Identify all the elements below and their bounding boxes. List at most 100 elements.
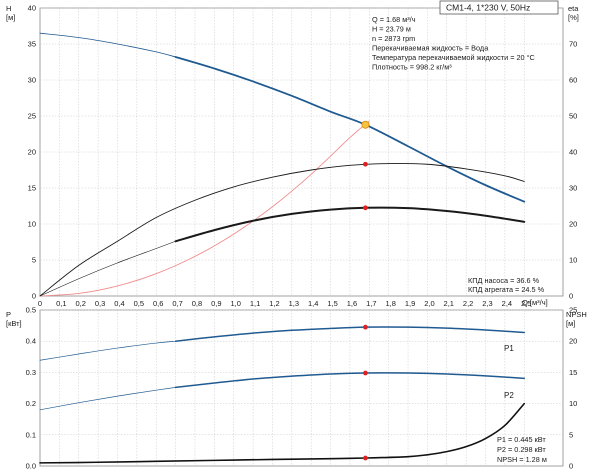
flow-tick-label: 2,1 (444, 299, 454, 308)
flow-tick-label: 1,0 (230, 299, 240, 308)
eta-axis-ticks: 0 10 20 30 40 50 60 70 (569, 40, 577, 301)
duty-point-dot (363, 370, 368, 376)
flow-tick-label: 0,9 (211, 299, 221, 308)
curve-p2-extended (39, 387, 176, 411)
left-tick-label: 0 (32, 292, 36, 301)
left-tick-label: 0.1 (26, 430, 36, 439)
left-tick-label: 25 (28, 112, 36, 121)
flow-tick-label: 2,0 (424, 299, 434, 308)
right-tick-label: 0 (569, 462, 573, 471)
left-tick-label: 30 (28, 76, 36, 85)
info-temperature: Температура перекачиваемой жидкости = 20… (372, 53, 535, 62)
left-tick-label: 0.3 (26, 368, 36, 377)
power-npsh-series (39, 326, 526, 464)
flow-tick-label: 0,2 (76, 299, 86, 308)
power-npsh-panel: 0.0 0.1 0.2 0.3 0.4 0.5 0 5 10 15 20 25 (26, 306, 578, 471)
right-tick-label: 10 (569, 399, 577, 408)
info-speed: n = 2873 rpm (372, 34, 415, 43)
curve-eta-unit (174, 206, 526, 243)
flow-tick-label: 2,4 (502, 299, 512, 308)
left-tick-label: 0.5 (26, 306, 36, 315)
left-tick-label: 40 (28, 4, 36, 13)
info-npsh: NPSH = 1.28 м (497, 455, 547, 464)
npsh-axis-ticks: 0 5 10 15 20 25 (569, 306, 577, 471)
info-pump-efficiency: КПД насоса = 36.6 % (468, 276, 540, 285)
duty-points-top (361, 120, 370, 211)
curve-head-extended (39, 32, 176, 58)
flow-tick-label: 0,8 (192, 299, 202, 308)
right-tick-label: 70 (569, 40, 577, 49)
left-tick-label: 10 (28, 220, 36, 229)
right-tick-label: 30 (569, 184, 577, 193)
head-efficiency-series (39, 32, 526, 297)
power-plot-frame (39, 309, 564, 467)
flow-tick-label: 1,7 (366, 299, 376, 308)
left-tick-label: 5 (32, 256, 36, 265)
right-tick-label: 40 (569, 148, 577, 157)
head-axis-ticks: 0 5 10 15 20 25 30 35 40 (28, 4, 36, 301)
right-tick-label: 10 (569, 256, 577, 265)
left-tick-label: 20 (28, 148, 36, 157)
left-tick-label: 35 (28, 40, 36, 49)
curve-eta-unit-extended (39, 240, 176, 297)
duty-point-marker (361, 120, 370, 129)
power-info: P1 = 0.445 кВт P2 = 0.298 кВт NPSH = 1.2… (497, 435, 547, 464)
flow-tick-label: 1,1 (250, 299, 260, 308)
right-tick-label: 60 (569, 76, 577, 85)
flow-tick-label: 2,2 (463, 299, 473, 308)
chart-title: CM1-4, 1*230 V, 50Hz (446, 3, 530, 13)
duty-point-dot (363, 455, 368, 461)
flow-tick-label: 0,3 (95, 299, 105, 308)
curve-head (174, 56, 526, 203)
eta-axis-letter: eta (568, 4, 579, 13)
info-p1: P1 = 0.445 кВт (497, 435, 546, 444)
left-tick-label: 15 (28, 184, 36, 193)
flow-tick-label: 1,5 (327, 299, 337, 308)
curve-npsh (39, 402, 526, 464)
right-tick-label: 50 (569, 112, 577, 121)
p1-curve-label: P1 (504, 344, 514, 353)
power-axis-ticks: 0.0 0.1 0.2 0.3 0.4 0.5 (26, 306, 36, 471)
flow-tick-label: 2,5 (521, 299, 531, 308)
p2-curve-label: P2 (504, 391, 514, 400)
flow-tick-label: 1,9 (405, 299, 415, 308)
left-tick-label: 0.4 (26, 337, 36, 346)
duty-points-bottom (363, 324, 368, 461)
info-head: H = 23.79 м (372, 25, 411, 34)
right-tick-label: 25 (569, 306, 577, 315)
curve-p1 (174, 326, 526, 342)
title-box: CM1-4, 1*230 V, 50Hz (439, 0, 559, 15)
flow-tick-label: 1,3 (289, 299, 299, 308)
curve-p2 (174, 372, 526, 389)
right-tick-label: 0 (569, 292, 573, 301)
head-axis-letter: H (6, 4, 11, 13)
right-tick-label: 20 (569, 220, 577, 229)
power-axis-letter: P (6, 310, 11, 319)
flow-tick-label: 0,7 (172, 299, 182, 308)
left-tick-label: 0.0 (26, 462, 36, 471)
flow-tick-label: 1,6 (347, 299, 357, 308)
npsh-axis-letter: NPSH (566, 310, 587, 319)
flow-tick-label: 0,4 (114, 299, 124, 308)
flow-axis-unit: Q [м³/ч] (522, 298, 548, 307)
title-box-frame (439, 0, 559, 15)
npsh-axis-unit: [м] (566, 319, 575, 328)
info-unit-efficiency: КПД агрегата = 24.5 % (468, 285, 545, 294)
info-flow: Q = 1.68 м³/ч (372, 15, 416, 24)
flow-axis-ticks: 0 0,1 0,2 0,3 0,4 0,5 0,6 0,7 0,8 0,9 1,0 1,1 1,2 1,3… (38, 299, 532, 308)
operating-info: Q = 1.68 м³/ч H = 23.79 м n = 2873 rpm П… (372, 15, 535, 72)
flow-tick-label: 2,3 (482, 299, 492, 308)
flow-tick-label: 0,6 (153, 299, 163, 308)
head-efficiency-panel: 0 5 10 15 20 25 30 35 40 0 10 20 30 40 50 60 70 0 0,1 0,2… (28, 4, 578, 309)
duty-point-dot (363, 161, 368, 167)
left-tick-label: 0.2 (26, 399, 36, 408)
flow-tick-label: 1,8 (385, 299, 395, 308)
power-plot-grid (40, 309, 563, 466)
duty-point-dot (363, 205, 368, 211)
flow-tick-label: 1,2 (269, 299, 279, 308)
flow-tick-label: 0,5 (134, 299, 144, 308)
efficiency-info: КПД насоса = 36.6 % КПД агрегата = 24.5 … (468, 276, 545, 294)
head-plot-grid (40, 7, 563, 296)
curve-system-curve (39, 120, 370, 297)
